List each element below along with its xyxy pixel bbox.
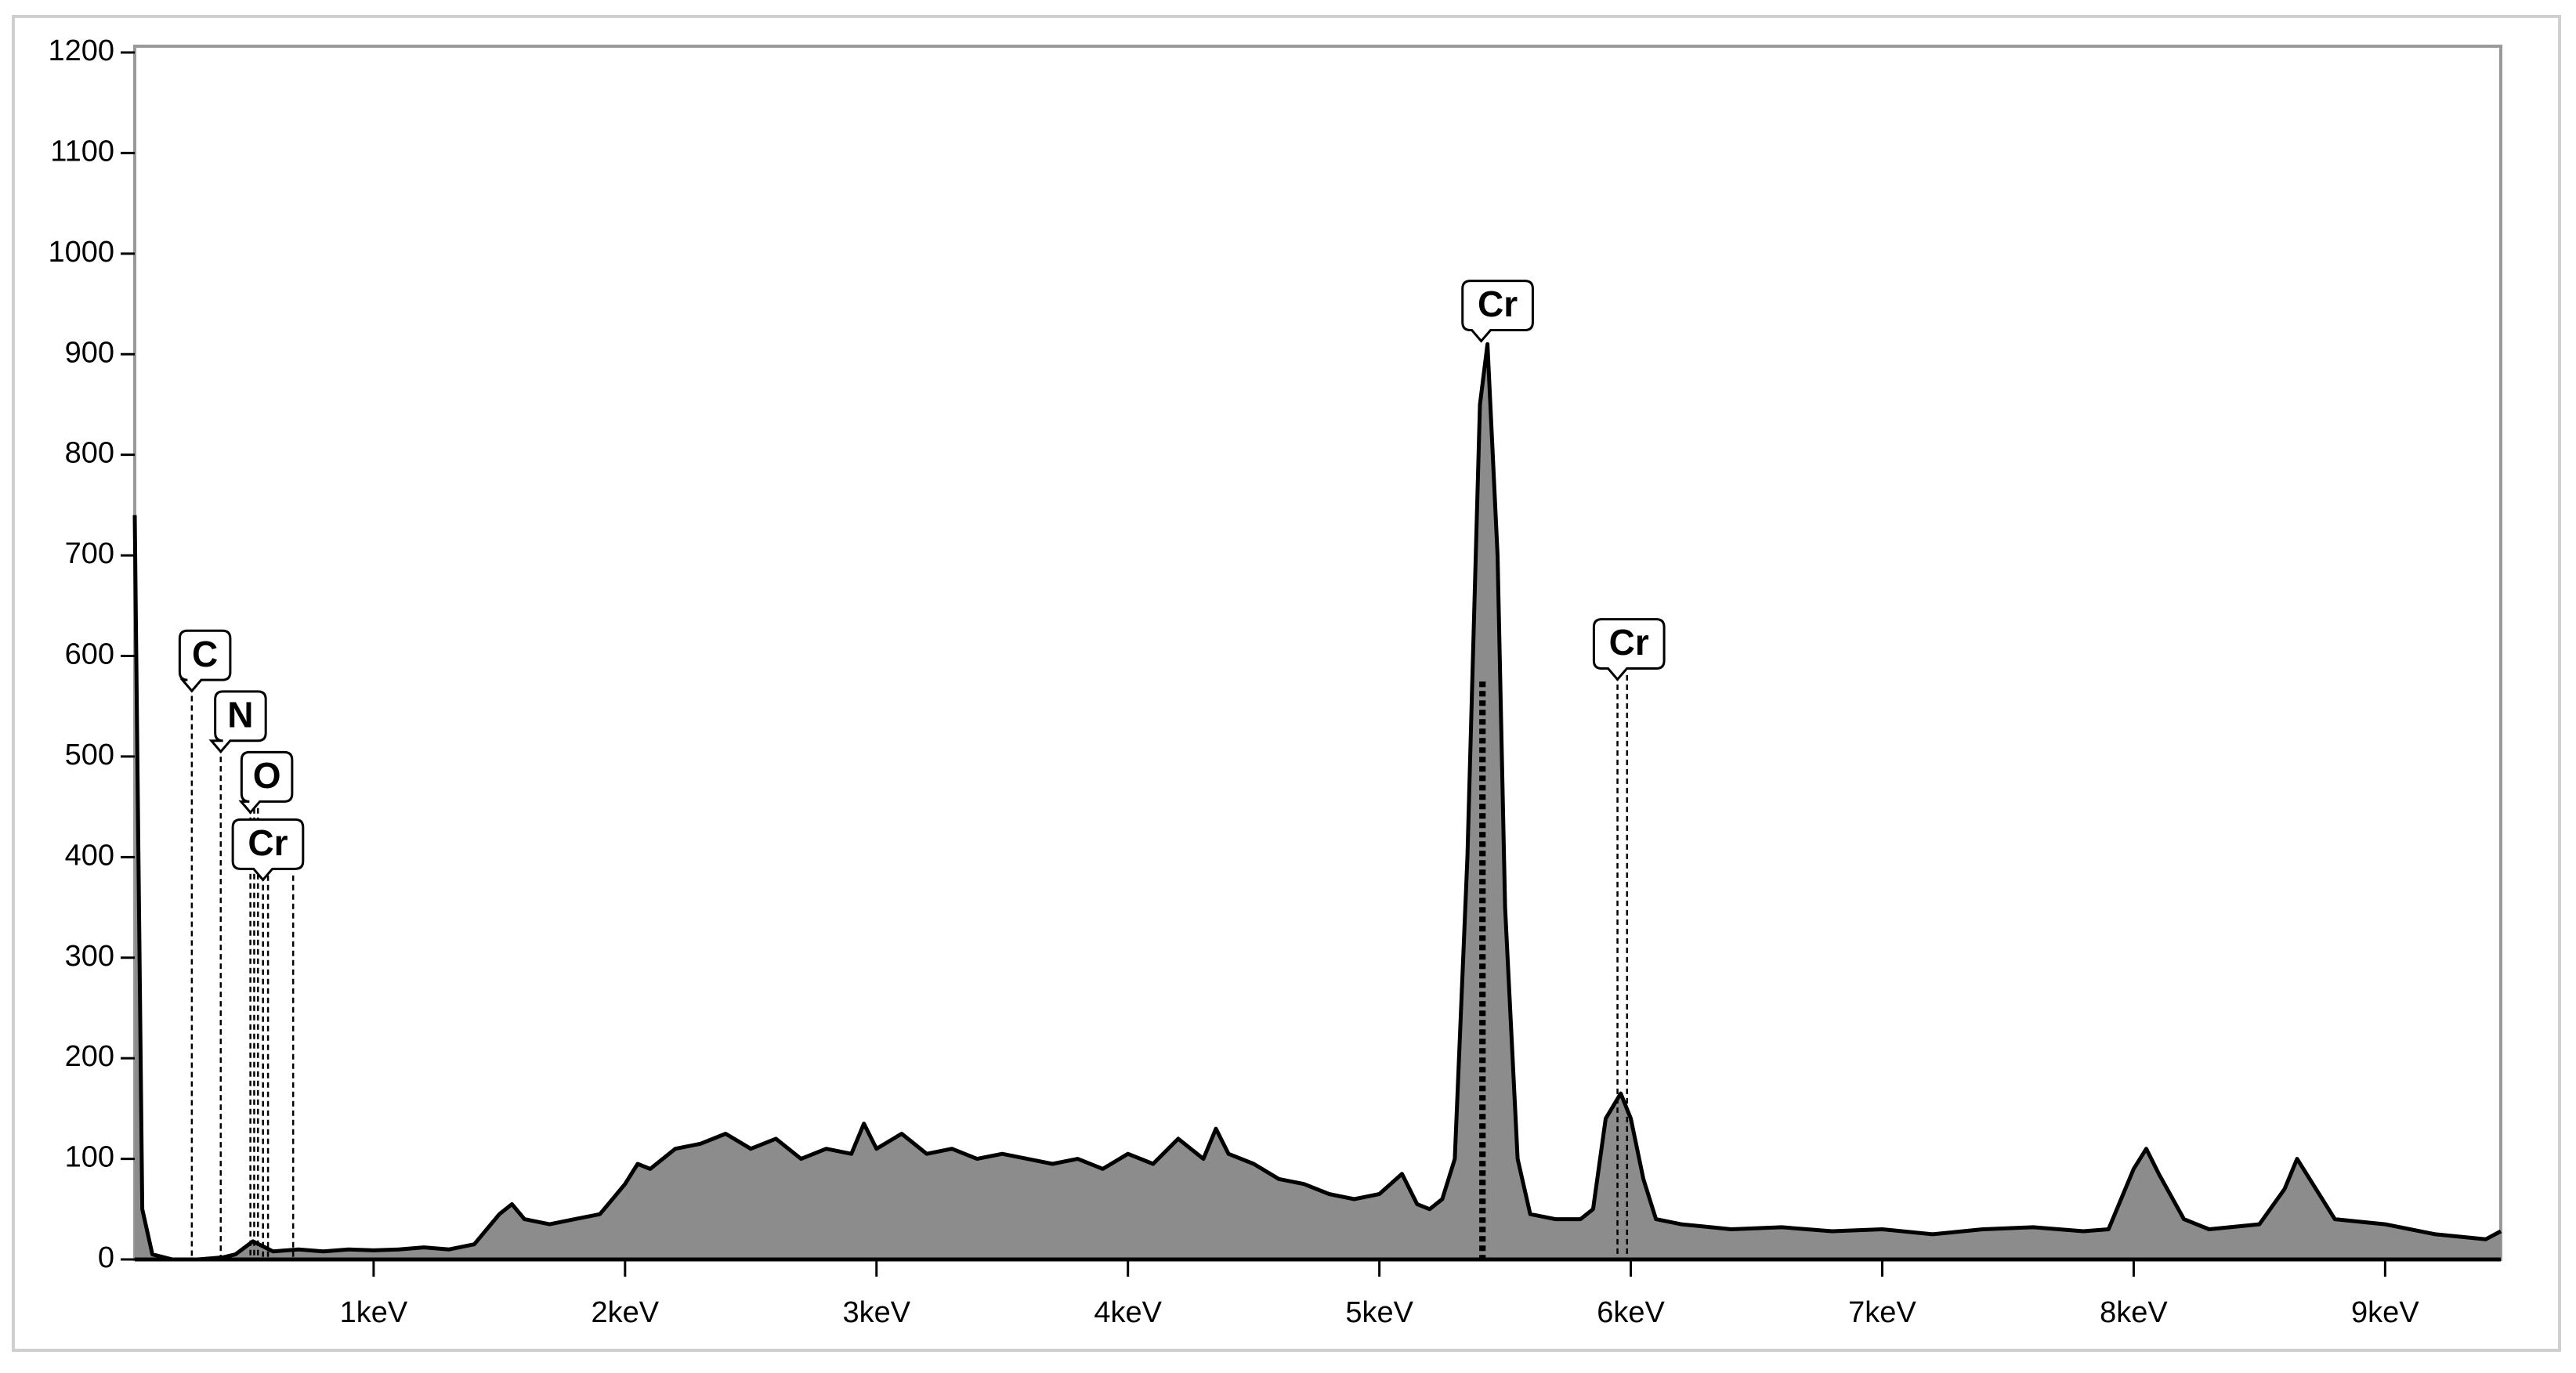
x-tick-label: 6keV [1597, 1296, 1665, 1329]
y-tick-label: 0 [98, 1241, 114, 1274]
peak-label-box [1592, 618, 1666, 681]
peak-label: O [253, 755, 281, 796]
y-tick-label: 500 [65, 739, 114, 771]
y-tick-label: 700 [65, 537, 114, 570]
y-tick-label: 900 [65, 336, 114, 369]
y-tick-label: 200 [65, 1040, 114, 1073]
y-tick-label: 600 [65, 638, 114, 671]
x-tick-label: 8keV [2100, 1296, 2168, 1329]
peak-label-box [178, 629, 232, 693]
y-tick-label: 1200 [48, 34, 114, 67]
peak-label-box [1461, 280, 1534, 343]
plot-area [133, 45, 2502, 1261]
peak-label: Cr [1478, 284, 1518, 324]
x-tick-label: 4keV [1094, 1296, 1162, 1329]
y-tick-label: 100 [65, 1141, 114, 1174]
peak-label-box [238, 750, 294, 815]
peak-label-box [231, 818, 305, 882]
y-tick-label: 1000 [48, 236, 114, 269]
x-tick-label: 7keV [1848, 1296, 1916, 1329]
y-tick-label: 400 [65, 839, 114, 872]
peak-label: Cr [248, 822, 288, 863]
spectrum-line [132, 341, 2502, 1262]
x-tick-label: 2keV [592, 1296, 660, 1329]
x-tick-label: 5keV [1345, 1296, 1413, 1329]
y-tick-label: 1100 [50, 135, 114, 168]
y-tick-label: 800 [65, 437, 114, 470]
x-tick-label: 9keV [2351, 1296, 2419, 1329]
x-tick-label: 3keV [842, 1296, 910, 1329]
peak-label-box [208, 690, 267, 754]
x-tick-label: 1keV [340, 1296, 408, 1329]
peak-label: C [192, 634, 218, 674]
peak-label: N [227, 694, 253, 735]
peak-label: Cr [1609, 622, 1649, 663]
y-tick-label: 300 [65, 940, 114, 973]
